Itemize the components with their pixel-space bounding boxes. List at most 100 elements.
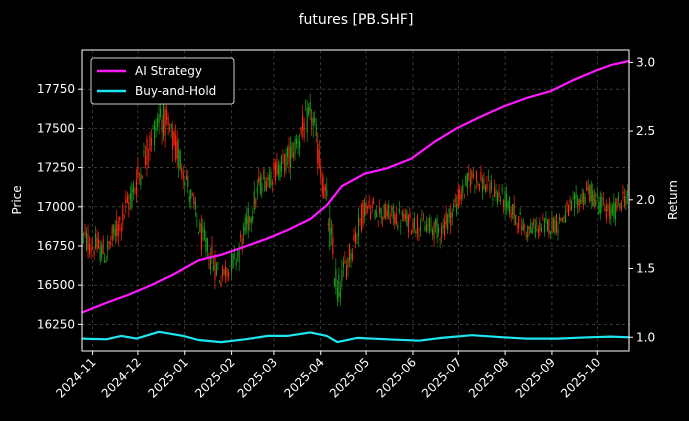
legend-label-ai-strategy: AI Strategy (135, 64, 202, 78)
candle-up (128, 201, 130, 210)
candle-down (199, 222, 201, 233)
candle-down (610, 208, 612, 220)
candle-down (495, 191, 497, 195)
candle-down (280, 156, 283, 172)
candle-down (438, 227, 440, 233)
candle-up (200, 223, 202, 251)
candle-up (175, 134, 177, 159)
candle-down (554, 220, 556, 233)
candle-up (403, 214, 405, 222)
candle-up (98, 239, 100, 248)
candle-up (422, 219, 425, 221)
candle-up (167, 117, 169, 126)
candle-down (85, 232, 88, 250)
candle-up (320, 166, 322, 178)
candle-down (374, 209, 376, 219)
candle-up (386, 211, 388, 217)
candle-up (463, 194, 465, 196)
candle-up (620, 202, 622, 211)
candle-up (359, 219, 361, 221)
candle-down (492, 198, 494, 200)
candle-up (147, 155, 150, 157)
candle-up (604, 208, 606, 212)
candle-down (530, 223, 532, 233)
candle-up (371, 204, 373, 208)
candle-down (574, 194, 576, 209)
candle-up (321, 177, 323, 193)
candle-up (89, 243, 91, 254)
candle-up (503, 200, 505, 207)
candle-down (430, 224, 432, 226)
x-tick-label: 2024-12 (99, 355, 144, 400)
candle-down (540, 226, 542, 233)
candle-down (564, 211, 567, 223)
candle-down (212, 265, 215, 271)
candle-down (215, 263, 218, 276)
candle-down (279, 164, 281, 179)
candle-up (539, 221, 541, 231)
candle-down (551, 217, 553, 230)
candle-up (478, 183, 480, 191)
candle-down (581, 193, 583, 202)
candle-down (203, 229, 205, 240)
candle-down (500, 199, 502, 202)
candle-down (143, 151, 145, 154)
candle-down (223, 268, 225, 276)
x-tick-label: 2025-05 (327, 355, 372, 400)
candle-up (208, 263, 210, 265)
candle-up (469, 177, 471, 188)
candle-up (395, 213, 397, 225)
candle-down (256, 186, 258, 194)
candle-down (357, 214, 360, 236)
candle-down (504, 191, 506, 211)
candle-up (409, 212, 411, 219)
candle-down (314, 117, 316, 124)
candle-up (569, 200, 571, 204)
candle-up (150, 137, 153, 146)
candle-up (146, 138, 148, 165)
candle-up (377, 221, 379, 223)
y-tick-label-left: 17250 (37, 161, 75, 175)
candle-down (333, 278, 335, 286)
y-tick-label-right: 2.5 (636, 124, 655, 138)
candle-up (119, 217, 121, 221)
candle-down (388, 204, 390, 218)
candle-down (522, 220, 524, 231)
legend-label-buy-and-hold: Buy-and-Hold (135, 84, 216, 98)
candle-down (114, 228, 116, 237)
candle-up (548, 219, 550, 234)
candle-up (394, 214, 396, 224)
candle-down (95, 233, 97, 248)
candle-up (368, 200, 370, 209)
candle-down (261, 183, 263, 194)
candle-up (382, 217, 384, 221)
candle-down (614, 203, 616, 220)
candle-down (380, 208, 382, 219)
candle-down (140, 173, 142, 185)
candle-down (312, 117, 314, 126)
candle-down (335, 268, 337, 289)
candle-up (445, 211, 447, 225)
legend-box (90, 57, 235, 105)
candle-down (596, 193, 598, 197)
candle-down (350, 253, 352, 261)
candle-up (116, 220, 118, 237)
series-layer (81, 59, 630, 344)
candle-up (348, 244, 351, 262)
candle-up (300, 126, 302, 134)
x-tick-label: 2025-07 (419, 355, 464, 400)
candle-up (135, 180, 137, 195)
candle-up (605, 205, 607, 219)
candle-up (224, 266, 227, 278)
candle-up (560, 217, 562, 221)
candle-up (144, 156, 147, 165)
candle-up (480, 171, 482, 181)
legend: AI Strategy Buy-and-Hold (90, 57, 235, 105)
candle-down (611, 205, 613, 215)
x-tick-label: 2025-01 (146, 355, 191, 400)
candle-down (131, 188, 133, 207)
candle-up (360, 203, 363, 231)
candle-down (527, 226, 529, 238)
